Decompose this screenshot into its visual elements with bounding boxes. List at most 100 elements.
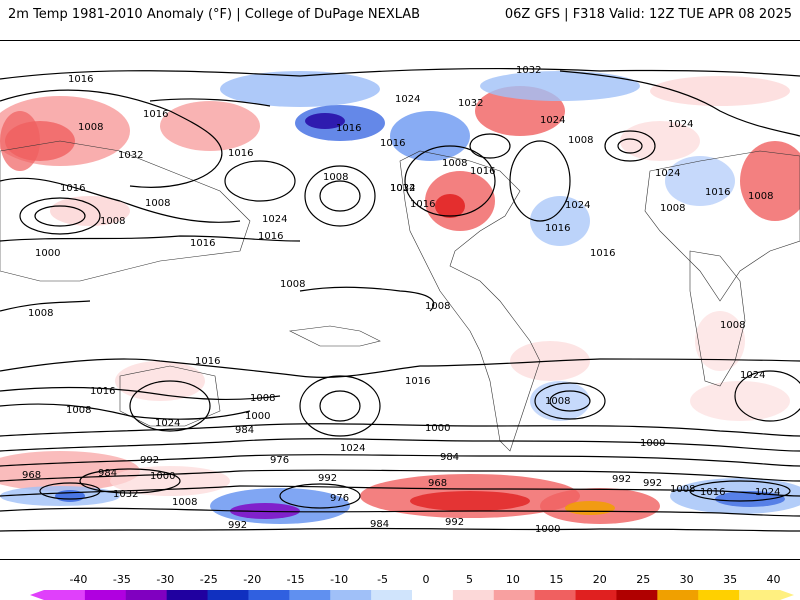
contour-label: 1016 bbox=[705, 187, 730, 198]
contour-label: 1000 bbox=[245, 411, 270, 422]
contour-label: 984 bbox=[440, 452, 459, 463]
contour-label: 1024 bbox=[390, 183, 415, 194]
contour-label: 1024 bbox=[668, 119, 693, 130]
contour-label: 992 bbox=[318, 473, 337, 484]
contour-label: 1008 bbox=[28, 308, 53, 319]
colorbar-segment bbox=[452, 590, 495, 600]
weather-map[interactable]: 1016 1032 1024 1032 1016 1008 1024 1008 … bbox=[0, 40, 800, 560]
contour-label: 1024 bbox=[155, 418, 180, 429]
contour-label: 1008 bbox=[78, 122, 103, 133]
colorbar-segment bbox=[698, 590, 740, 600]
colorbar-tick-label: -10 bbox=[330, 573, 349, 586]
colorbar-tick-label: 5 bbox=[465, 573, 473, 586]
contour-label: 968 bbox=[22, 470, 41, 481]
map-title: 2m Temp 1981-2010 Anomaly (°F) | College… bbox=[8, 7, 421, 22]
contour-label: 1024 bbox=[340, 443, 365, 454]
colorbar-segment bbox=[84, 590, 127, 600]
contour-label: 1008 bbox=[748, 191, 773, 202]
contour-label: 1024 bbox=[740, 370, 765, 381]
isobar-contours bbox=[0, 67, 800, 532]
colorbar-segment bbox=[289, 590, 331, 600]
contour-label: 1008 bbox=[280, 279, 305, 290]
header: 2m Temp 1981-2010 Anomaly (°F) | College… bbox=[0, 0, 800, 32]
colorbar-segment bbox=[575, 590, 617, 600]
contour-label: 1016 bbox=[228, 148, 253, 159]
colorbar-tick-label: 25 bbox=[636, 573, 651, 586]
contour-label: 1016 bbox=[700, 487, 725, 498]
colorbar-tick-label: 20 bbox=[592, 573, 607, 586]
coastlines bbox=[0, 140, 800, 452]
contour-label: 992 bbox=[445, 517, 464, 528]
contour-label: 1000 bbox=[535, 524, 560, 535]
colorbar-segment bbox=[412, 590, 454, 600]
contour-label: 1024 bbox=[565, 200, 590, 211]
contour-label: 1016 bbox=[190, 238, 215, 249]
colorbar-segment bbox=[330, 590, 372, 600]
contour-label: 1032 bbox=[113, 489, 138, 500]
colorbar-tick-label: 15 bbox=[549, 573, 564, 586]
colorbar-segment bbox=[207, 590, 249, 600]
colorbar-segment bbox=[166, 590, 209, 600]
contour-label: 1032 bbox=[118, 150, 143, 161]
contour-label: 984 bbox=[370, 519, 389, 530]
contour-label: 976 bbox=[270, 455, 289, 466]
colorbar-tick-label: -35 bbox=[112, 573, 131, 586]
anomaly-shading bbox=[0, 71, 800, 524]
colorbar-segment bbox=[125, 590, 168, 600]
contour-label: 1024 bbox=[755, 487, 780, 498]
colorbar-tick-label: -30 bbox=[156, 573, 175, 586]
map-svg: 1016 1032 1024 1032 1016 1008 1024 1008 … bbox=[0, 65, 800, 535]
contour-label: 1008 bbox=[660, 203, 685, 214]
colorbar-tick-label: 30 bbox=[679, 573, 694, 586]
colorbar-segment bbox=[493, 590, 536, 600]
contour-label: 1024 bbox=[395, 94, 420, 105]
contour-label: 1008 bbox=[66, 405, 91, 416]
colorbar-tick-label: -5 bbox=[377, 573, 389, 586]
contour-label: 1016 bbox=[195, 356, 220, 367]
colorbar-labels: -40 -35 -30 -25 -20 -15 -10 -5 0 5 10 15 20 25 30 35 40 bbox=[0, 573, 800, 589]
contour-label: 968 bbox=[428, 478, 447, 489]
contour-label: 976 bbox=[330, 493, 349, 504]
contour-label: 1016 bbox=[258, 231, 283, 242]
colorbar-tick-label: 0 bbox=[422, 573, 430, 586]
colorbar-segment bbox=[534, 590, 577, 600]
contour-label: 1008 bbox=[323, 172, 348, 183]
contour-label: 992 bbox=[228, 520, 247, 531]
contour-label: 1000 bbox=[35, 248, 60, 259]
contour-label: 1016 bbox=[545, 223, 570, 234]
colorbar-segment bbox=[44, 590, 86, 600]
contour-label: 1008 bbox=[720, 320, 745, 331]
colorbar-tick-label: -15 bbox=[286, 573, 305, 586]
colorbar-tick-label: -40 bbox=[69, 573, 88, 586]
contour-label: 1000 bbox=[425, 423, 450, 434]
contour-label: 1008 bbox=[100, 216, 125, 227]
contour-label: 1008 bbox=[670, 484, 695, 495]
contour-label: 1016 bbox=[405, 376, 430, 387]
contour-label: 1016 bbox=[470, 166, 495, 177]
contour-labels: 1016 1032 1024 1032 1016 1008 1024 1008 … bbox=[22, 65, 780, 535]
contour-label: 1016 bbox=[410, 199, 435, 210]
contour-label: 984 bbox=[98, 468, 117, 479]
colorbar-segment bbox=[371, 590, 413, 600]
colorbar-segment bbox=[739, 590, 781, 600]
contour-label: 1000 bbox=[640, 438, 665, 449]
contour-label: 1008 bbox=[442, 158, 467, 169]
contour-label: 1008 bbox=[250, 393, 275, 404]
colorbar-arrow-right bbox=[780, 590, 794, 600]
contour-label: 1008 bbox=[568, 135, 593, 146]
contour-label: 1008 bbox=[172, 497, 197, 508]
colorbar-segment bbox=[248, 590, 290, 600]
contour-label: 1016 bbox=[90, 386, 115, 397]
contour-label: 1016 bbox=[380, 138, 405, 149]
contour-label: 1016 bbox=[336, 123, 361, 134]
contour-label: 1016 bbox=[143, 109, 168, 120]
colorbar-tick-label: -25 bbox=[199, 573, 218, 586]
contour-label: 992 bbox=[643, 478, 662, 489]
contour-label: 1024 bbox=[540, 115, 565, 126]
colorbar-tick-label: 40 bbox=[766, 573, 781, 586]
colorbar-segment bbox=[616, 590, 658, 600]
colorbar-tick-label: 10 bbox=[505, 573, 520, 586]
contour-label: 1024 bbox=[655, 168, 680, 179]
contour-label: 1032 bbox=[390, 183, 415, 194]
contour-label: 1008 bbox=[145, 198, 170, 209]
